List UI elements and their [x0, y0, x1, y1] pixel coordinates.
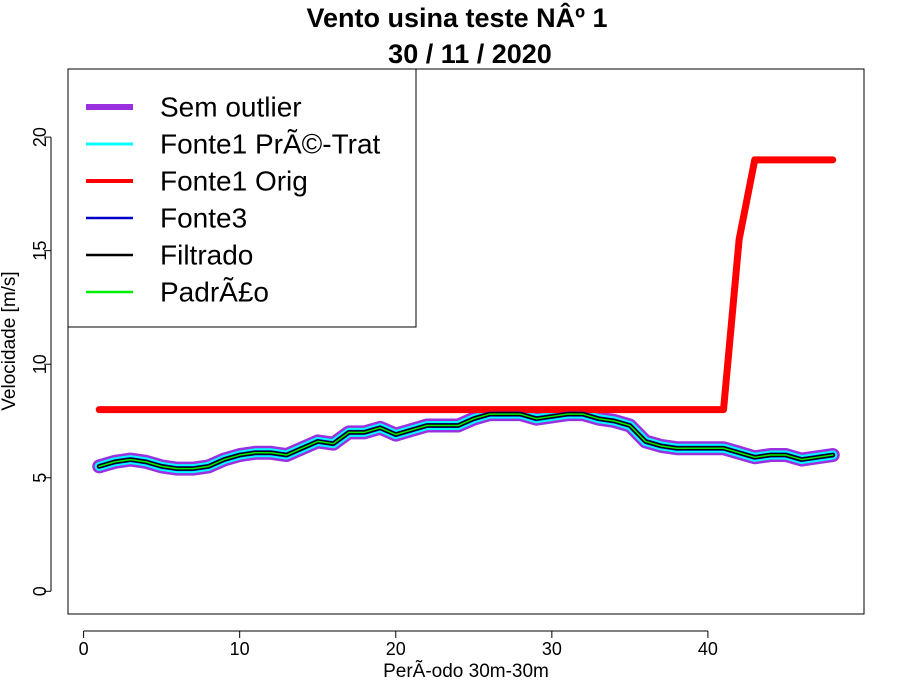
- legend-label-1: Sem outlier: [160, 92, 302, 123]
- series-line-6: [98, 413, 834, 470]
- x-axis: 0 10 20 30 40: [79, 630, 718, 659]
- chart-subtitle: 30 / 11 / 2020: [388, 39, 552, 69]
- y-tick-label: 10: [30, 354, 50, 374]
- legend-box: [67, 68, 417, 328]
- chart-title: Vento usina teste NÂº 1: [307, 2, 608, 33]
- x-tick-label: 10: [230, 639, 250, 659]
- y-tick-label: 0: [30, 586, 50, 596]
- legend-label-5: Filtrado: [160, 240, 253, 271]
- x-tick-label: 0: [79, 639, 89, 659]
- series-layer: [92, 156, 840, 476]
- legend-label-3: Fonte1 Orig: [160, 166, 308, 197]
- x-axis-label: PerÃ-odo 30m-30m: [383, 660, 549, 682]
- y-tick-label: 20: [30, 127, 50, 147]
- y-axis-label: Velocidade [m/s]: [0, 271, 20, 410]
- x-tick-label: 20: [386, 639, 406, 659]
- series-line-3: [95, 156, 837, 414]
- legend: Sem outlier Fonte1 PrÃ©-Trat Fonte1 Orig Fo…: [67, 68, 417, 328]
- plot-frame: [67, 68, 865, 615]
- y-tick-label: 15: [30, 241, 50, 261]
- legend-label-6: PadrÃ£o: [160, 277, 269, 308]
- y-tick-label: 5: [30, 473, 50, 483]
- x-tick-label: 30: [542, 639, 562, 659]
- y-axis: 0 5 10 15 20: [30, 127, 52, 596]
- legend-label-4: Fonte3: [160, 203, 247, 234]
- x-tick-label: 40: [698, 639, 718, 659]
- legend-label-2: Fonte1 PrÃ©-Trat: [160, 129, 381, 160]
